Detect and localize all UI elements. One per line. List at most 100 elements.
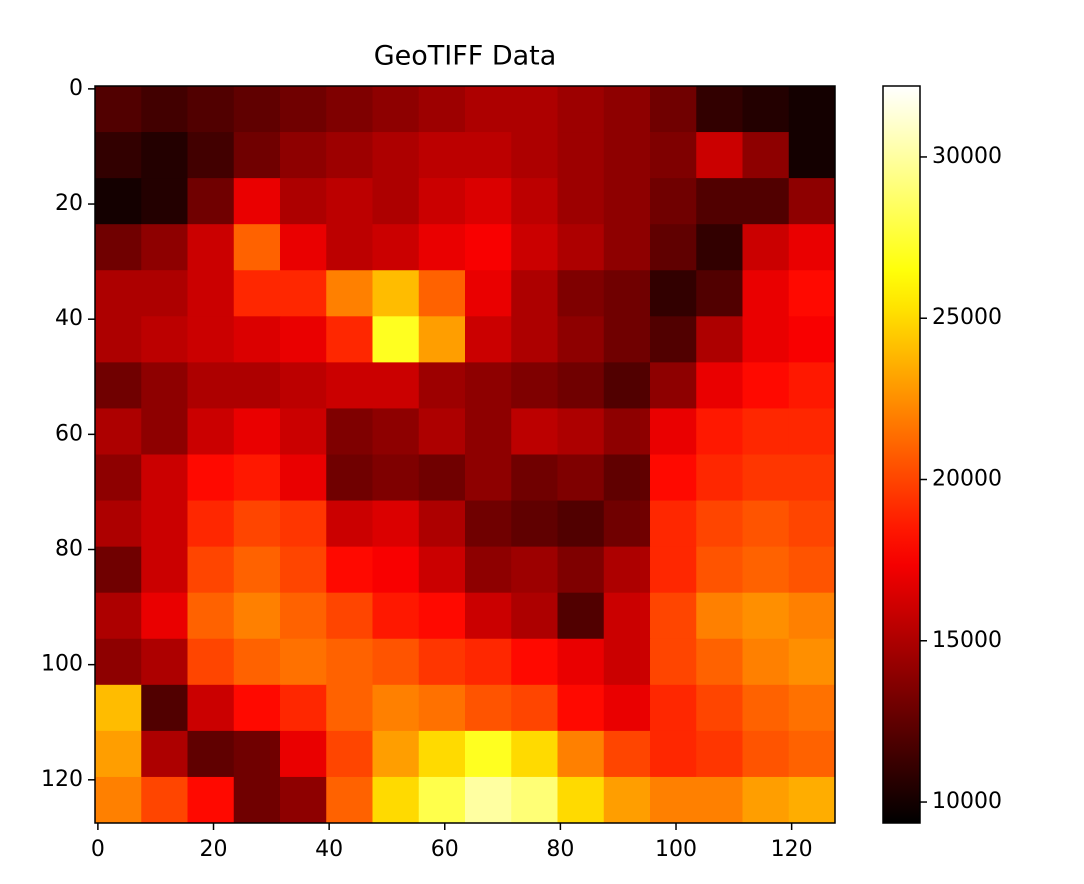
heatmap-cell	[696, 454, 743, 502]
heatmap-cell	[372, 730, 420, 778]
heatmap-cell	[788, 316, 836, 363]
heatmap-cell	[788, 500, 836, 548]
heatmap-cell	[650, 454, 697, 502]
heatmap-cell	[650, 270, 697, 317]
heatmap-cell	[280, 638, 327, 686]
heatmap-cell	[511, 132, 558, 179]
heatmap-cell	[326, 132, 373, 179]
heatmap-cell	[418, 224, 466, 271]
heatmap-cell	[141, 270, 188, 317]
heatmap-cell	[465, 638, 512, 686]
heatmap-cell	[187, 454, 235, 502]
heatmap-cell	[603, 500, 651, 548]
heatmap-cell	[465, 408, 512, 455]
heatmap-cell	[418, 684, 466, 732]
heatmap-cell	[511, 362, 558, 409]
heatmap-cell	[788, 270, 836, 317]
heatmap-cell	[187, 730, 235, 778]
heatmap-cell	[742, 362, 790, 409]
heatmap-cell	[557, 500, 605, 548]
heatmap-cell	[742, 730, 790, 778]
heatmap-cell	[141, 454, 188, 502]
heatmap-cell	[557, 638, 605, 686]
heatmap-cell	[372, 638, 420, 686]
heatmap-cell	[372, 776, 420, 824]
heatmap-cell	[788, 362, 836, 409]
heatmap-cell	[141, 408, 188, 455]
heatmap-cell	[141, 86, 188, 133]
heatmap-cell	[280, 316, 327, 363]
x-tick-label: 60	[431, 837, 459, 862]
heatmap-cell	[326, 86, 373, 133]
heatmap-cell	[788, 638, 836, 686]
heatmap-cell	[603, 454, 651, 502]
colorbar-tick-label: 20000	[932, 466, 1002, 491]
heatmap-cell	[557, 270, 605, 317]
heatmap-cell	[696, 546, 743, 594]
heatmap-cell	[372, 224, 420, 271]
heatmap-cell	[650, 178, 697, 225]
heatmap-cell	[95, 408, 142, 455]
heatmap-cell	[95, 500, 142, 548]
heatmap-cell	[418, 362, 466, 409]
heatmap-cell	[280, 592, 327, 640]
heatmap-cell	[326, 224, 373, 271]
heatmap-cell	[326, 408, 373, 455]
heatmap-cell	[418, 454, 466, 502]
heatmap-cell	[187, 592, 235, 640]
heatmap-cell	[465, 546, 512, 594]
heatmap-cell	[280, 86, 327, 133]
heatmap-cell	[465, 270, 512, 317]
heatmap-cell	[742, 270, 790, 317]
heatmap-cell	[788, 132, 836, 179]
heatmap-cell	[280, 684, 327, 732]
heatmap-cell	[650, 408, 697, 455]
heatmap-cell	[372, 86, 420, 133]
heatmap-cell	[418, 730, 466, 778]
heatmap-cell	[141, 224, 188, 271]
heatmap-cell	[372, 132, 420, 179]
heatmap-cell	[603, 86, 651, 133]
heatmap-cell	[372, 270, 420, 317]
heatmap-cell	[696, 500, 743, 548]
heatmap-cell	[603, 408, 651, 455]
heatmap-cell	[141, 546, 188, 594]
heatmap-cell	[187, 86, 235, 133]
heatmap-cell	[557, 316, 605, 363]
heatmap-cell	[233, 362, 281, 409]
heatmap-cell	[326, 500, 373, 548]
heatmap-cell	[233, 178, 281, 225]
heatmap-cell	[280, 132, 327, 179]
heatmap-cell	[141, 776, 188, 824]
heatmap-cell	[95, 730, 142, 778]
x-tick-label: 100	[655, 837, 697, 862]
heatmap-cell	[141, 592, 188, 640]
heatmap-cell	[465, 454, 512, 502]
heatmap-cell	[141, 684, 188, 732]
heatmap-cell	[372, 316, 420, 363]
heatmap-cell	[696, 408, 743, 455]
heatmap-cell	[280, 178, 327, 225]
heatmap-cell	[511, 592, 558, 640]
heatmap-cell	[650, 500, 697, 548]
heatmap-cell	[372, 592, 420, 640]
heatmap-cell	[280, 224, 327, 271]
heatmap-cell	[418, 178, 466, 225]
x-tick-label: 20	[200, 837, 228, 862]
heatmap-cell	[187, 638, 235, 686]
heatmap-cell	[418, 132, 466, 179]
heatmap-cell	[326, 546, 373, 594]
heatmap-cell	[603, 132, 651, 179]
heatmap-cell	[650, 638, 697, 686]
heatmap-cell	[418, 408, 466, 455]
heatmap-cell	[280, 500, 327, 548]
heatmap-cell	[141, 362, 188, 409]
heatmap-cell	[696, 224, 743, 271]
heatmap-cell	[95, 684, 142, 732]
heatmap-cell	[280, 454, 327, 502]
heatmap-cell	[372, 500, 420, 548]
heatmap-cell	[557, 592, 605, 640]
heatmap-cell	[603, 684, 651, 732]
heatmap-cell	[233, 270, 281, 317]
heatmap-cell	[650, 730, 697, 778]
